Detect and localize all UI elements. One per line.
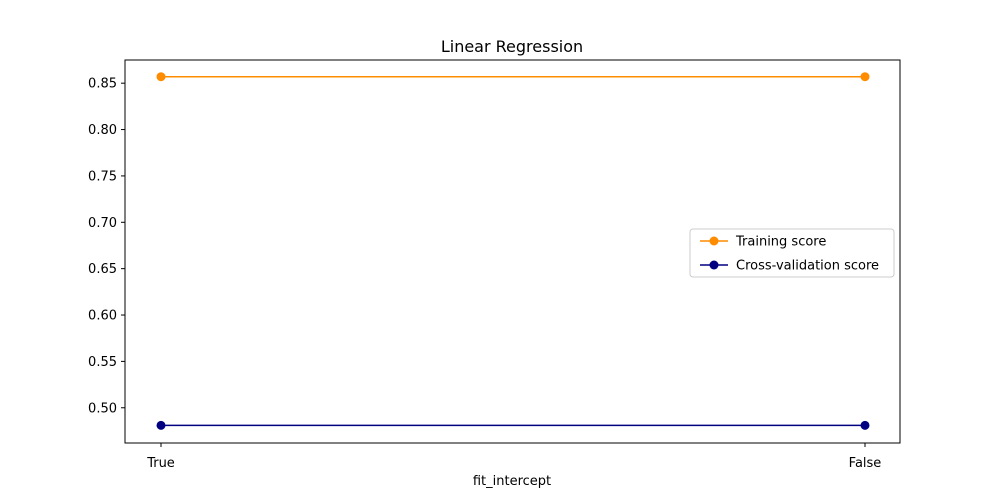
data-point — [156, 420, 166, 430]
y-tick-label: 0.85 — [88, 77, 117, 92]
legend-marker — [709, 236, 719, 246]
series-layer — [156, 72, 870, 430]
legend-label: Cross-validation score — [736, 259, 879, 274]
chart-title: Linear Regression — [441, 37, 583, 56]
legend: Training score Cross-validation score — [689, 228, 895, 278]
legend-marker — [709, 260, 719, 270]
y-tick-label: 0.75 — [88, 169, 117, 184]
y-axis: 0.50 0.55 0.60 0.65 0.70 0.75 0.80 0.85 — [88, 77, 125, 416]
plot-frame — [124, 59, 901, 444]
legend-frame — [689, 228, 895, 278]
y-tick-label: 0.80 — [88, 123, 117, 138]
legend-label: Training score — [735, 235, 826, 250]
y-tick-label: 0.65 — [88, 262, 117, 277]
y-tick-label: 0.60 — [88, 309, 117, 324]
y-tick-label: 0.55 — [88, 355, 117, 370]
data-point — [860, 72, 870, 82]
x-tick-label: True — [146, 456, 175, 471]
x-axis: True False — [146, 443, 881, 471]
data-point — [156, 72, 166, 82]
x-axis-label: fit_intercept — [473, 474, 551, 489]
x-tick-label: False — [849, 456, 882, 471]
data-point — [860, 420, 870, 430]
y-tick-label: 0.50 — [88, 401, 117, 416]
plot-area — [124, 59, 901, 444]
y-tick-label: 0.70 — [88, 216, 117, 231]
